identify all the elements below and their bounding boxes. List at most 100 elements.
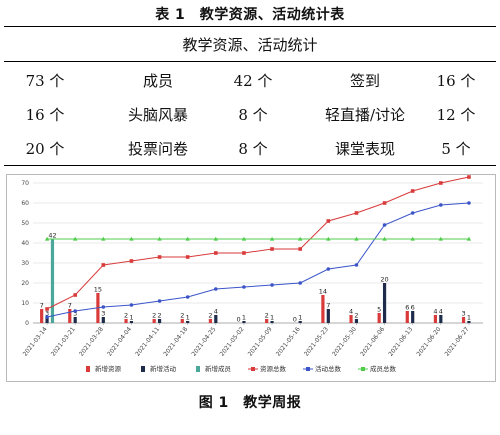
data-label: 2 <box>157 312 161 320</box>
data-label: 4 <box>214 308 218 316</box>
legend-swatch <box>251 367 255 371</box>
bar <box>40 309 44 323</box>
line-point <box>467 175 471 179</box>
data-label: 4 <box>433 308 437 316</box>
table-cell: 42 个 <box>233 72 273 90</box>
line-point <box>354 263 359 267</box>
line-point <box>242 251 246 255</box>
line-point <box>185 255 190 259</box>
data-label: 1 <box>270 314 274 322</box>
line-point <box>439 203 443 207</box>
bar <box>208 319 213 323</box>
table-cell: 16 个 <box>436 72 476 90</box>
legend-swatch <box>141 366 145 372</box>
y-tick-label: 70 <box>21 180 29 187</box>
bar <box>405 311 409 323</box>
bar <box>433 315 438 323</box>
line-point <box>354 211 359 215</box>
line-point <box>157 236 162 241</box>
line-point <box>45 315 49 319</box>
series-line <box>46 176 470 310</box>
line-point <box>326 267 331 271</box>
x-tick-label: 2021-03-14 <box>22 326 49 358</box>
line-point <box>72 236 78 241</box>
line-point <box>157 255 162 259</box>
data-label: 6 <box>405 304 409 312</box>
line-point <box>298 247 302 251</box>
bar <box>467 321 471 323</box>
data-label: 1 <box>242 314 246 322</box>
line-point <box>326 236 331 241</box>
table-cell: 轻直播/讨论 <box>324 106 406 124</box>
weekly-chart: 0 10 20 30 40 50 60 70 2021-03-14 2021-03-21 2021-… <box>6 174 496 382</box>
legend-swatch <box>361 367 365 371</box>
bar <box>152 319 156 323</box>
line-point <box>354 236 359 241</box>
legend-label: 资源总数 <box>260 364 287 373</box>
table-bottom-rule <box>4 165 496 167</box>
bar <box>326 309 330 323</box>
legend-label: 新增活动 <box>150 364 177 373</box>
x-tick-label: 2021-04-11 <box>134 326 161 358</box>
bar <box>101 317 105 323</box>
line-point <box>438 236 444 241</box>
line-point <box>101 305 106 309</box>
line-point <box>185 236 190 241</box>
y-tick-label: 10 <box>21 300 29 307</box>
data-label: 6 <box>411 304 415 312</box>
data-label: 2 <box>265 312 269 320</box>
bar <box>129 321 134 323</box>
legend-label: 新增资源 <box>95 364 122 373</box>
line-point <box>129 236 134 241</box>
data-label: 7 <box>68 302 72 310</box>
table-cell: 投票问卷 <box>127 140 188 158</box>
table-cell: 12 个 <box>436 106 476 124</box>
bar <box>124 319 128 323</box>
table-cell: 8 个 <box>238 106 268 124</box>
y-tick-label: 40 <box>21 240 29 247</box>
data-label: 1 <box>129 314 133 322</box>
line-point <box>326 219 331 223</box>
line-point <box>269 236 275 241</box>
bar <box>411 311 415 323</box>
data-label: 0 <box>236 316 240 324</box>
legend-swatch <box>86 366 90 372</box>
x-tick-label: 2021-06-27 <box>444 326 471 358</box>
line-point <box>382 201 387 205</box>
table-cell: 课堂表现 <box>334 140 395 158</box>
data-label: 3 <box>461 310 465 318</box>
bar <box>50 239 55 323</box>
data-label: 1 <box>467 314 471 322</box>
line-point <box>466 236 472 241</box>
line-point <box>410 211 415 215</box>
line-point <box>73 309 77 313</box>
line-point <box>410 189 415 193</box>
table-cell: 成员 <box>142 72 173 90</box>
data-label: 1 <box>186 314 190 322</box>
table-row: 73 个 成员 42 个 签到 16 个 <box>0 70 500 92</box>
bar <box>68 309 72 323</box>
table-row: 16 个 头脑风暴 8 个 轻直播/讨论 12 个 <box>0 104 500 126</box>
y-tick-label: 60 <box>21 200 29 207</box>
series-line <box>46 202 469 318</box>
x-tick-label: 2021-06-20 <box>415 326 442 358</box>
line-point <box>185 295 190 299</box>
x-tick-label: 2021-05-09 <box>247 326 274 358</box>
table-cell: 16 个 <box>25 106 65 124</box>
table-cell: 头脑风暴 <box>127 106 188 124</box>
line-point <box>129 259 134 263</box>
x-tick-label: 2021-03-21 <box>50 326 77 358</box>
data-label: 20 <box>380 276 388 284</box>
line-point <box>129 303 134 307</box>
line-point <box>214 287 218 291</box>
legend-swatch <box>196 366 200 372</box>
data-label: 2 <box>354 312 358 320</box>
line-point <box>101 263 106 267</box>
x-tick-label: 2021-06-13 <box>387 326 414 358</box>
x-tick-label: 2021-04-25 <box>190 326 217 358</box>
legend-label: 活动总数 <box>315 364 342 373</box>
x-tick-label: 2021-05-16 <box>275 326 302 358</box>
data-label: 4 <box>439 308 443 316</box>
line-point <box>439 181 443 185</box>
